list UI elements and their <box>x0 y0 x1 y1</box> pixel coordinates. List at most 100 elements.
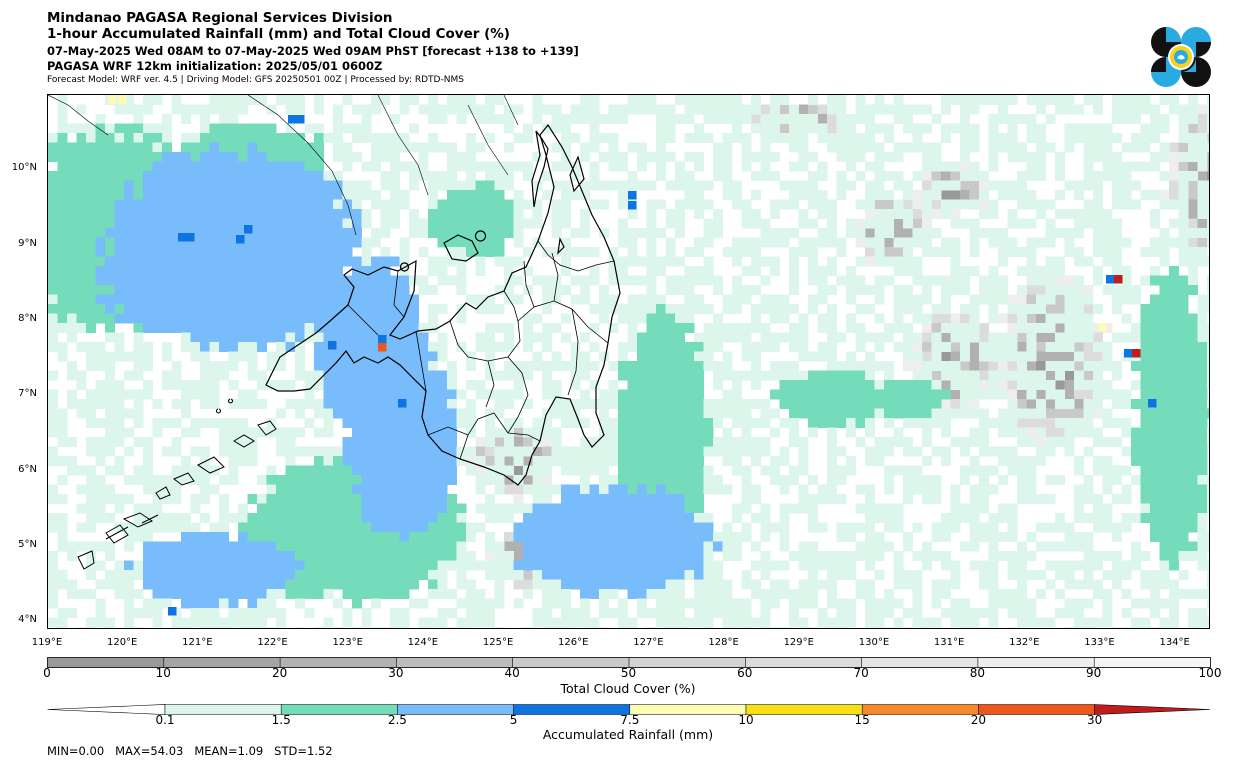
rain-cell <box>475 503 486 514</box>
rain-cell <box>181 313 191 324</box>
rain-cell <box>276 570 286 580</box>
rain-cell <box>276 142 286 153</box>
rain-cell <box>1102 133 1113 143</box>
rain-cell <box>304 237 315 248</box>
rain-cell <box>589 513 600 523</box>
rain-cell <box>276 266 286 276</box>
cloud-cell <box>1017 418 1027 428</box>
cloud-cell <box>1045 332 1056 343</box>
rain-cell <box>1026 152 1037 162</box>
rain-cell <box>342 142 353 153</box>
rain-cell <box>143 275 153 286</box>
rain-cell <box>675 446 685 457</box>
rain-cell <box>143 142 153 153</box>
rain-cell <box>817 494 828 504</box>
rain-cell <box>684 104 695 115</box>
rain-cell <box>732 513 742 523</box>
rain-cell <box>618 361 628 371</box>
rain-cell <box>1064 361 1075 371</box>
rain-cell <box>76 294 87 305</box>
rain-cell <box>114 256 125 267</box>
rain-cell <box>570 104 581 115</box>
rain-cell <box>789 503 799 514</box>
rain-cell <box>779 579 790 590</box>
rain-cell <box>1026 532 1037 542</box>
rain-cell <box>1121 313 1132 324</box>
rain-cell <box>76 465 87 476</box>
rain-cell <box>1064 532 1075 542</box>
rain-cell <box>219 237 229 248</box>
rain-cell <box>580 484 590 495</box>
rain-cell <box>323 237 334 248</box>
rain-cell <box>152 427 163 438</box>
rain-cell <box>1102 237 1113 248</box>
rain-cell <box>1112 199 1122 210</box>
rain-cell <box>456 342 467 352</box>
rain-cell <box>466 608 476 618</box>
rain-cell <box>409 351 419 362</box>
rain-cell <box>485 332 495 343</box>
rain-cell <box>1169 237 1179 248</box>
rain-cell <box>1064 522 1075 533</box>
rain-cell <box>504 199 514 210</box>
rain-cell <box>1169 418 1179 428</box>
rain-cell <box>323 304 334 314</box>
rain-cell <box>342 503 353 514</box>
rain-cell <box>380 399 391 409</box>
rain-cell <box>114 399 125 409</box>
rain-cell <box>409 570 419 580</box>
rain-cell <box>722 361 733 371</box>
rain-cell <box>295 209 305 219</box>
cloud-cell <box>1055 294 1065 305</box>
rain-cell <box>238 247 248 257</box>
rain-cell <box>608 579 619 590</box>
rain-cell <box>257 579 267 590</box>
rain-cell <box>428 142 438 153</box>
rain-cell <box>1188 465 1198 476</box>
rain-cell <box>1007 399 1018 409</box>
rain-cell <box>485 408 495 419</box>
rain-cell <box>361 332 372 343</box>
rain-cell <box>855 484 866 495</box>
rain-cell <box>931 142 942 153</box>
rain-cell <box>105 513 115 523</box>
rain-cell <box>665 608 676 618</box>
rain-cell <box>409 541 419 552</box>
rain-cell <box>684 380 695 390</box>
rain-cell <box>57 475 68 485</box>
rain-cell <box>390 133 400 143</box>
rain-cell <box>874 437 885 447</box>
rain-cell <box>418 570 429 580</box>
rain-cell <box>228 579 239 590</box>
rain-cell <box>599 522 609 533</box>
rain-cell <box>646 275 657 286</box>
cloud-cell <box>1026 294 1037 305</box>
rain-cell <box>694 266 704 276</box>
rain-cell <box>409 218 419 229</box>
rain-cell <box>1131 380 1141 390</box>
rain-cell <box>513 532 524 542</box>
rain-cell <box>675 418 685 428</box>
rain-cell <box>342 342 353 352</box>
rain-cell <box>133 570 144 580</box>
rain-cell <box>646 465 657 476</box>
rain-cell <box>1112 560 1122 571</box>
rain-cell <box>1178 218 1189 229</box>
rain-cell <box>637 532 647 542</box>
rain-cell <box>285 209 296 219</box>
rain-cell <box>67 161 77 172</box>
rain-cell <box>798 589 809 599</box>
rain-cell <box>542 589 552 599</box>
cloud-cell <box>475 446 486 457</box>
rain-cell <box>1093 560 1103 571</box>
rain-cell <box>1102 551 1113 561</box>
rain-cell <box>124 579 134 590</box>
rain-cell <box>304 446 315 457</box>
rain-cell <box>247 190 258 200</box>
rain-cell <box>589 123 600 134</box>
rain-cell <box>855 285 866 295</box>
rain-cell <box>209 541 220 552</box>
rain-cell <box>1159 142 1170 153</box>
rain-cell <box>722 541 733 552</box>
rain-cell <box>428 285 438 295</box>
